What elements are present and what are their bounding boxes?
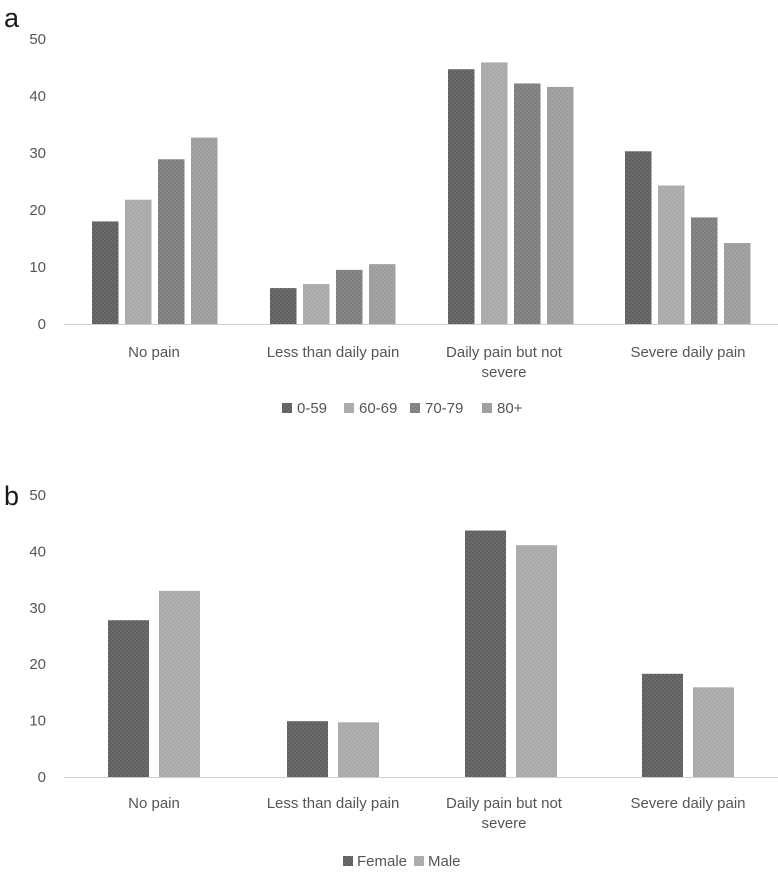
legend-swatch xyxy=(344,403,354,413)
bar-0-59-1 xyxy=(92,221,119,324)
legend-swatch xyxy=(482,403,492,413)
chart-panel-b: b 0 10 20 30 40 50 No pain Less than daily pain D… xyxy=(4,481,778,870)
bar-0-59-4 xyxy=(625,151,652,324)
y-tick-label: 50 xyxy=(29,487,46,504)
bar-60-69-4 xyxy=(658,185,685,324)
bar-male-2 xyxy=(338,722,379,777)
y-tick-label: 20 xyxy=(29,656,46,673)
legend-label: 0-59 xyxy=(297,400,327,417)
bar-0-59-2 xyxy=(270,288,297,324)
bar-female-1 xyxy=(108,620,149,777)
bar-80--2 xyxy=(369,264,396,324)
bar-female-2 xyxy=(287,721,328,777)
panel-label: b xyxy=(4,481,19,511)
category-label: Less than daily pain xyxy=(267,795,400,812)
y-tick-label: 0 xyxy=(38,316,46,333)
category-label: Severe daily pain xyxy=(630,795,745,812)
panel-label: a xyxy=(4,3,20,33)
legend-swatch xyxy=(343,856,353,866)
y-tick-label: 30 xyxy=(29,600,46,617)
chart-panel-a: a 0 10 20 30 40 50 No pain Less than daily pain D… xyxy=(4,3,778,417)
bar-70-79-3 xyxy=(514,83,541,325)
category-label: Severe daily pain xyxy=(630,344,745,361)
bar-70-79-1 xyxy=(158,159,185,324)
y-tick-label: 50 xyxy=(29,31,46,48)
category-label: No pain xyxy=(128,795,180,812)
legend-label: 60-69 xyxy=(359,400,397,417)
bar-male-1 xyxy=(159,590,200,777)
bar-70-79-2 xyxy=(336,269,363,324)
bar-70-79-4 xyxy=(691,217,718,324)
legend-label: 80+ xyxy=(497,400,523,417)
legend-swatch xyxy=(414,856,424,866)
bar-60-69-1 xyxy=(125,199,152,324)
legend-label: Female xyxy=(357,853,407,870)
bar-60-69-3 xyxy=(481,62,508,325)
y-tick-label: 20 xyxy=(29,202,46,219)
legend-swatch xyxy=(282,403,292,413)
y-tick-label: 0 xyxy=(38,769,46,786)
legend: Female Male xyxy=(343,853,461,870)
category-label: Less than daily pain xyxy=(267,344,400,361)
bar-80--4 xyxy=(724,243,751,324)
legend-label: Male xyxy=(428,853,461,870)
y-tick-label: 30 xyxy=(29,145,46,162)
bar-60-69-2 xyxy=(303,284,330,324)
y-tick-label: 10 xyxy=(29,259,46,276)
bar-80--1 xyxy=(191,137,218,324)
y-tick-label: 10 xyxy=(29,713,46,730)
category-label: Daily pain but not severe xyxy=(446,344,563,381)
y-tick-label: 40 xyxy=(29,543,46,560)
legend-label: 70-79 xyxy=(425,400,463,417)
category-label: No pain xyxy=(128,344,180,361)
bar-male-4 xyxy=(693,687,734,777)
bar-female-4 xyxy=(642,673,683,777)
y-tick-label: 40 xyxy=(29,88,46,105)
category-label: Daily pain but not severe xyxy=(446,795,563,832)
bar-80--3 xyxy=(547,86,574,324)
legend: 0-59 60-69 70-79 80+ xyxy=(282,400,523,417)
bar-female-3 xyxy=(465,530,506,777)
bar-male-3 xyxy=(516,545,557,777)
legend-swatch xyxy=(410,403,420,413)
bar-0-59-3 xyxy=(448,69,475,325)
